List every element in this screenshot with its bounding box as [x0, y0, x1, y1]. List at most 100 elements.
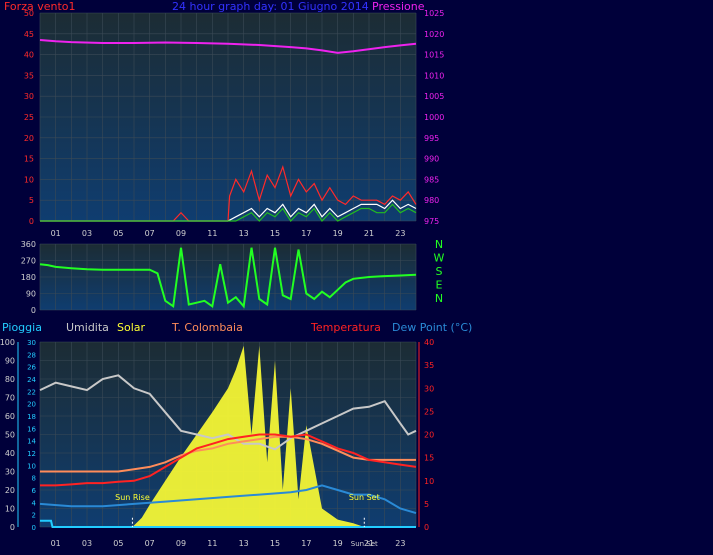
x-tick-label: 11: [207, 539, 217, 548]
temperature-tick-label: 25: [424, 407, 434, 416]
x-tick-label: 15: [270, 539, 280, 548]
x-tick-label: 01: [51, 539, 61, 548]
direction-tick-label: 0: [31, 306, 36, 315]
x-tick-label: 07: [145, 539, 155, 548]
rain-tick-label: 2: [32, 512, 36, 520]
x-tick-label: 17: [301, 539, 311, 548]
x-tick-label: 19: [333, 539, 343, 548]
x-tick-label: 05: [113, 229, 123, 238]
x-tick-label: 23: [395, 229, 405, 238]
wind-tick-label: 25: [24, 113, 34, 122]
wind-tick-label: 5: [29, 196, 34, 205]
temperature-tick-label: 20: [424, 431, 434, 440]
wind-tick-label: 35: [24, 71, 34, 80]
direction-tick-label: 360: [21, 240, 36, 249]
x-tick-label: 21: [364, 539, 374, 548]
x-tick-label: 21: [364, 229, 374, 238]
chart-marks: [39, 39, 417, 528]
wind-axis-label: Forza vento1: [4, 0, 76, 13]
series-line-wind-direction: [39, 247, 417, 309]
humidity-tick-label: 60: [5, 412, 15, 421]
pressure-tick-label: 975: [424, 217, 439, 226]
series-line-umidita: [39, 374, 417, 451]
humidity-tick-label: 70: [5, 394, 15, 403]
direction-tick-label: 90: [26, 290, 36, 299]
wind-tick-label: 15: [24, 155, 34, 164]
humidity-tick-label: 80: [5, 375, 15, 384]
x-tick-label: 09: [176, 229, 186, 238]
x-tick-label: 13: [239, 229, 249, 238]
rain-tick-label: 28: [27, 351, 36, 359]
x-tick-label: 17: [301, 229, 311, 238]
annotation-label: Sun Rise: [115, 493, 150, 502]
wind-tick-label: 50: [24, 9, 34, 18]
temperature-tick-label: 40: [424, 338, 434, 347]
chart-title: 24 hour graph day: 01 Giugno 2014: [172, 0, 369, 13]
solar-legend-label: Solar: [117, 321, 146, 334]
temperature-tick-label: 0: [424, 523, 429, 532]
rain-tick-label: 16: [27, 425, 36, 433]
x-tick-label: 13: [239, 539, 249, 548]
rain-tick-label: 26: [27, 364, 36, 372]
humidity-tick-label: 10: [5, 505, 15, 514]
pressure-tick-label: 985: [424, 175, 439, 184]
x-tick-label: 19: [333, 229, 343, 238]
rain-tick-label: 22: [27, 388, 36, 396]
x-tick-label: 23: [395, 539, 405, 548]
humidity-tick-label: 30: [5, 468, 15, 477]
x-tick-label: 03: [82, 539, 92, 548]
humidity-tick-label: 0: [10, 523, 15, 532]
rain-tick-label: 20: [27, 401, 36, 409]
annotation-label: Sun Set: [349, 493, 380, 502]
direction-tick-label: 270: [21, 257, 36, 266]
temperature-tick-label: 5: [424, 500, 429, 509]
rain-tick-label: 12: [27, 450, 36, 458]
compass-label: N: [435, 238, 443, 251]
rain-tick-label: 6: [32, 487, 37, 495]
wind-tick-label: 10: [24, 175, 34, 184]
rain-tick-label: 8: [32, 475, 36, 483]
series-line-vento-medio: [40, 203, 417, 222]
x-tick-label: 11: [207, 229, 217, 238]
temperature-tick-label: 35: [424, 361, 434, 370]
wind-tick-label: 30: [24, 92, 34, 101]
x-tick-label: 01: [51, 229, 61, 238]
pressure-axis-label: Pressione: [372, 0, 425, 13]
temperature-tick-label: 15: [424, 454, 434, 463]
rain-tick-label: 10: [27, 462, 36, 470]
rain-tick-label: 4: [32, 499, 37, 507]
pressure-tick-label: 990: [424, 155, 439, 164]
compass-label: S: [436, 265, 443, 278]
series-area-solar: [40, 345, 416, 527]
series-line-pioggia: [40, 519, 416, 528]
pressure-tick-label: 1005: [424, 92, 444, 101]
humidity-tick-label: 20: [5, 486, 15, 495]
series-line-dew-point: [39, 484, 417, 515]
compass-label: N: [435, 292, 443, 305]
wind-tick-label: 0: [29, 217, 34, 226]
dewpoint-legend-label: Dew Point (°C): [392, 321, 472, 334]
series-line-pressione: [39, 39, 417, 54]
series-line-vento: [40, 199, 417, 222]
x-tick-label: 03: [82, 229, 92, 238]
rain-tick-label: 14: [27, 438, 36, 446]
rain-tick-label: 24: [27, 376, 36, 384]
series-line-temperatura: [40, 433, 417, 487]
compass-label: E: [436, 279, 443, 292]
temperature-legend-label: Temperatura: [310, 321, 381, 334]
rain-tick-label: 0: [32, 524, 36, 532]
wind-tick-label: 45: [24, 30, 34, 39]
x-tick-label: 07: [145, 229, 155, 238]
wind-tick-label: 20: [24, 134, 34, 143]
direction-tick-label: 180: [21, 273, 36, 282]
rain-tick-label: 18: [27, 413, 36, 421]
colombaia-legend-label: T. Colombaia: [171, 321, 243, 334]
pressure-tick-label: 1000: [424, 113, 444, 122]
rain-tick-label: 30: [27, 339, 36, 347]
humidity-tick-label: 40: [5, 449, 15, 458]
wind-tick-label: 40: [24, 51, 34, 60]
annotation-axis-label: Sun Set: [351, 540, 378, 548]
humidity-tick-label: 100: [0, 338, 15, 347]
